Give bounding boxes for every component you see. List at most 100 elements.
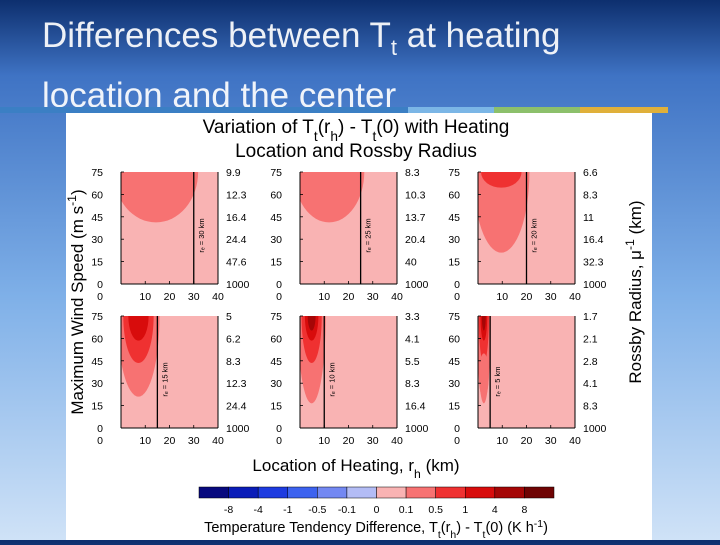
rossby-tick-label: 8.3	[583, 401, 598, 413]
slide-title: Differences between Tt at heating locati…	[42, 16, 561, 115]
y-tick-label: 75	[91, 167, 103, 179]
heatmap-panel-1: rₑ = 30 km 75 60 45 30 15 0 9.9 12.3 16.4 24.4 47.6…	[91, 167, 250, 303]
y-tick-label: 45	[448, 356, 460, 368]
rossby-tick-label: 4.1	[405, 333, 420, 345]
colorbar-tick-label: -0.5	[308, 504, 326, 516]
rossby-tick-label: 5	[226, 311, 232, 323]
y-tick-label: 75	[448, 167, 460, 179]
y-tick-label: 60	[270, 333, 282, 345]
colorbar-segment	[435, 486, 466, 499]
x-tick-label-zero: 0	[454, 291, 460, 303]
rossby-tick-label: 9.9	[226, 167, 241, 179]
accent-segment	[408, 107, 494, 113]
y-tick-label: 45	[91, 212, 103, 224]
x-tick-label: 40	[569, 291, 581, 303]
y-tick-label: 75	[270, 167, 282, 179]
y-tick-label: 15	[91, 257, 103, 269]
chart-title: Variation of Tt(rh) - Tt(0) with Heating	[203, 117, 510, 144]
rossby-tick-label: 1000	[226, 423, 250, 435]
x-tick-label: 10	[496, 291, 508, 303]
y-tick-label: 15	[448, 257, 460, 269]
colorbar-segment	[405, 486, 436, 499]
x-tick-label: 20	[343, 291, 355, 303]
colorbar-tick-label: -8	[224, 504, 233, 516]
x-tick-label: 10	[139, 291, 151, 303]
y-tick-label: 75	[448, 311, 460, 323]
rossby-tick-label: 1000	[405, 279, 429, 291]
colorbar-tick-label: -4	[253, 504, 262, 516]
contour-region-1	[300, 172, 365, 223]
y-tick-label: 30	[448, 234, 460, 246]
heatmap-panel-6: rₑ = 5 km 75 60 45 30 15 0 1.7 2.1 2.8 4.1 8.3 1000 1…	[448, 311, 607, 447]
accent-bar	[0, 107, 668, 113]
contour-region-2	[481, 172, 522, 188]
y-tick-label: 0	[454, 279, 460, 291]
x-tick-label: 30	[367, 291, 379, 303]
y-tick-label: 45	[91, 356, 103, 368]
y-tick-label: 0	[454, 423, 460, 435]
x-axis-label: Location of Heating, rh (km)	[252, 456, 459, 481]
rossby-tick-label: 1000	[583, 423, 607, 435]
rossby-tick-label: 11	[583, 212, 594, 224]
x-tick-label: 30	[367, 435, 379, 447]
x-tick-label: 30	[545, 291, 557, 303]
contour-region-1	[478, 172, 530, 253]
rossby-tick-label: 2.1	[583, 333, 598, 345]
colorbar-segment	[317, 486, 348, 499]
y-tick-label: 15	[270, 257, 282, 269]
x-tick-label: 20	[343, 435, 355, 447]
rossby-tick-label: 3.3	[405, 311, 420, 323]
rossby-tick-label: 8.3	[583, 189, 598, 201]
rossby-tick-label: 13.7	[405, 212, 426, 224]
accent-segment	[580, 107, 668, 113]
colorbar-segment	[228, 486, 259, 499]
rossby-tick-label: 40	[405, 257, 417, 269]
y-tick-label: 45	[270, 356, 282, 368]
y2-axis-label: Rossby Radius, μ-1 (km)	[623, 200, 645, 383]
x-tick-label: 30	[188, 435, 200, 447]
heatmap-chart: Variation of Tt(rh) - Tt(0) with Heating…	[65, 113, 652, 541]
heatmap-panel-5: rₑ = 10 km756045301503.34.15.58.316.4100…	[270, 311, 429, 447]
rossby-tick-label: 1000	[405, 423, 429, 435]
rossby-tick-label: 1000	[226, 279, 250, 291]
rossby-tick-label: 6.2	[226, 333, 241, 345]
colorbar-tick-label: 0.5	[428, 504, 443, 516]
re-label: rₑ = 20 km	[530, 218, 539, 252]
rossby-tick-label: 12.3	[226, 189, 247, 201]
rossby-tick-label: 12.3	[226, 378, 247, 390]
rossby-tick-label: 5.5	[405, 356, 420, 368]
y-tick-label: 0	[276, 279, 282, 291]
contour-region-1	[121, 172, 199, 223]
contour-region-4	[481, 316, 486, 331]
y-tick-label: 0	[97, 279, 103, 291]
x-tick-label-zero: 0	[97, 291, 103, 303]
colorbar-segment	[346, 486, 377, 499]
y-tick-label: 30	[91, 378, 103, 390]
rossby-tick-label: 2.8	[583, 356, 598, 368]
x-tick-label: 40	[212, 435, 224, 447]
y-tick-label: 30	[270, 378, 282, 390]
accent-segment	[0, 107, 408, 113]
rossby-tick-label: 20.4	[405, 234, 426, 246]
x-tick-label-zero: 0	[276, 291, 282, 303]
re-label: rₑ = 5 km	[493, 367, 502, 397]
y-tick-label: 60	[448, 333, 460, 345]
rossby-tick-label: 47.6	[226, 257, 247, 269]
rossby-tick-label: 8.3	[226, 356, 241, 368]
heatmap-panel-3: rₑ = 20 km756045301506.68.31116.432.3100…	[448, 167, 606, 303]
rossby-tick-label: 16.4	[226, 212, 247, 224]
colorbar-tick-label: 8	[521, 504, 527, 516]
heatmap-panel-2: rₑ = 25 km756045301508.310.313.720.44010…	[270, 167, 429, 303]
x-tick-label: 20	[521, 435, 533, 447]
figure-panel: Variation of Tt(rh) - Tt(0) with Heating…	[65, 113, 652, 541]
colorbar-segment	[376, 486, 407, 499]
colorbar-tick-label: 0.1	[399, 504, 414, 516]
colorbar-tick-label: 1	[462, 504, 468, 516]
rossby-tick-label: 8.3	[405, 378, 420, 390]
colorbar-tick-label: -1	[283, 504, 292, 516]
y-tick-label: 30	[270, 234, 282, 246]
rossby-tick-label: 24.4	[226, 401, 247, 413]
rossby-tick-label: 32.3	[583, 257, 604, 269]
rossby-tick-label: 16.4	[583, 234, 604, 246]
x-tick-label: 10	[318, 291, 330, 303]
